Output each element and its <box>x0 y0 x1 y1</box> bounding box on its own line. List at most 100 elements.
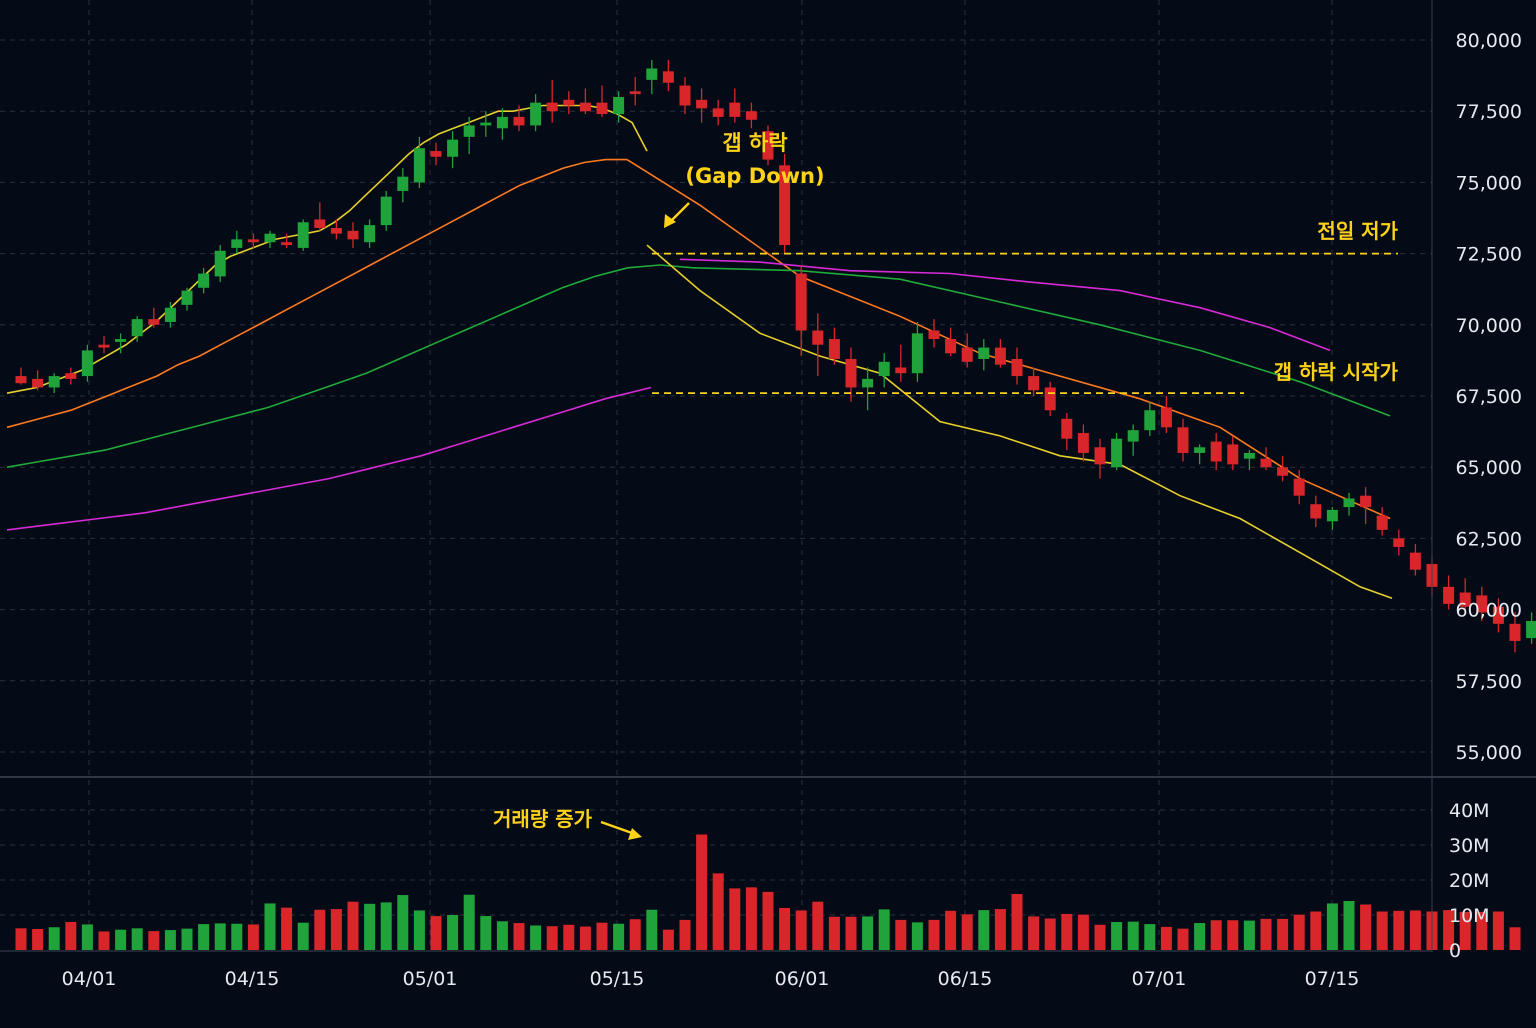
volume-bar <box>945 911 956 950</box>
volume-bar <box>1277 919 1288 950</box>
candle-body <box>1526 621 1536 638</box>
volume-bar <box>1227 920 1238 950</box>
candle-body <box>132 319 143 336</box>
candle-body <box>115 339 126 342</box>
price-tick-label: 70,000 <box>1456 315 1522 337</box>
volume-bar <box>480 916 491 950</box>
volume-bar <box>1310 912 1321 951</box>
volume-bar <box>796 910 807 950</box>
candle-body <box>613 97 624 114</box>
volume-tick-label: 40M <box>1449 800 1490 822</box>
candle-body <box>796 274 807 331</box>
volume-bar <box>779 908 790 950</box>
candle-body <box>1360 496 1371 507</box>
volume-bar <box>746 887 757 950</box>
date-tick-label: 06/15 <box>938 968 993 990</box>
candle-body <box>663 71 674 82</box>
volume-bar <box>879 909 890 950</box>
volume-bar <box>1377 912 1388 951</box>
candle-body <box>1227 444 1238 464</box>
candle-body <box>1443 587 1454 604</box>
volume-bar <box>696 835 707 951</box>
candle-body <box>1244 453 1255 459</box>
volume-bar <box>1028 916 1039 950</box>
candle-body <box>929 330 940 339</box>
volume-bar <box>912 922 923 950</box>
price-tick-label: 57,500 <box>1456 671 1522 693</box>
volume-bar <box>563 925 574 950</box>
candle-body <box>1393 538 1404 547</box>
gap-down-sublabel: (Gap Down) <box>685 164 824 188</box>
date-tick-label: 05/15 <box>590 968 645 990</box>
candle <box>381 191 392 231</box>
candle-body <box>49 376 60 387</box>
volume-bar <box>32 929 43 950</box>
volume-bar <box>1493 912 1504 951</box>
candle-body <box>895 368 906 374</box>
volume-bar <box>613 924 624 950</box>
volume-bar <box>1078 915 1089 950</box>
candle-body <box>348 231 359 240</box>
volume-bar <box>514 923 525 950</box>
volume-bar <box>231 924 242 950</box>
volume-bar <box>314 910 325 950</box>
volume-tick-label: 20M <box>1449 870 1490 892</box>
volume-bar <box>132 928 143 950</box>
price-tick-label: 75,000 <box>1456 172 1522 194</box>
volume-bar <box>1111 922 1122 950</box>
candle-body <box>746 111 757 120</box>
volume-bar <box>547 926 558 950</box>
volume-bar <box>1161 927 1172 950</box>
candle-body <box>497 117 508 128</box>
candle-body <box>314 219 325 228</box>
volume-bar <box>82 924 93 950</box>
candle-body <box>912 333 923 373</box>
volume-bar <box>995 909 1006 950</box>
candle-body <box>248 239 259 242</box>
candle-body <box>1161 407 1172 427</box>
volume-bar <box>265 903 276 950</box>
candle-body <box>182 291 193 305</box>
volume-tick-label: 30M <box>1449 835 1490 857</box>
candle-body <box>1095 447 1106 464</box>
volume-bar <box>829 917 840 950</box>
volume-bar <box>431 916 442 950</box>
candle-body <box>514 117 525 126</box>
volume-bar <box>99 931 110 950</box>
candle-body <box>829 339 840 359</box>
candle-body <box>1377 516 1388 530</box>
candle-body <box>414 148 425 182</box>
volume-bar <box>713 873 724 950</box>
candle-body <box>530 103 541 126</box>
price-tick-label: 67,500 <box>1456 386 1522 408</box>
volume-bar <box>165 930 176 950</box>
candle-body <box>431 151 442 157</box>
volume-tick-label: 0 <box>1449 940 1461 962</box>
volume-bar <box>1244 921 1255 950</box>
candle-body <box>1111 439 1122 467</box>
volume-bar <box>198 924 209 950</box>
candle-body <box>480 123 491 126</box>
candle-body <box>1078 433 1089 453</box>
date-tick-label: 05/01 <box>403 968 458 990</box>
candle-body <box>65 373 76 379</box>
candle-body <box>1012 359 1023 376</box>
volume-bar <box>49 927 60 950</box>
candle-body <box>580 103 591 112</box>
candle-body <box>729 103 740 117</box>
volume-bar <box>663 930 674 950</box>
candle-body <box>1261 459 1272 468</box>
volume-bar <box>447 915 458 950</box>
price-tick-label: 55,000 <box>1456 742 1522 764</box>
volume-bar <box>978 910 989 950</box>
volume-bar <box>530 926 541 951</box>
volume-bar <box>646 910 657 950</box>
date-tick-label: 06/01 <box>775 968 830 990</box>
candle-body <box>597 103 608 114</box>
candle-body <box>1277 467 1288 476</box>
candle-body <box>447 140 458 157</box>
volume-bar <box>364 904 375 950</box>
volume-bar <box>1211 920 1222 950</box>
volume-tick-label: 10M <box>1449 905 1490 927</box>
